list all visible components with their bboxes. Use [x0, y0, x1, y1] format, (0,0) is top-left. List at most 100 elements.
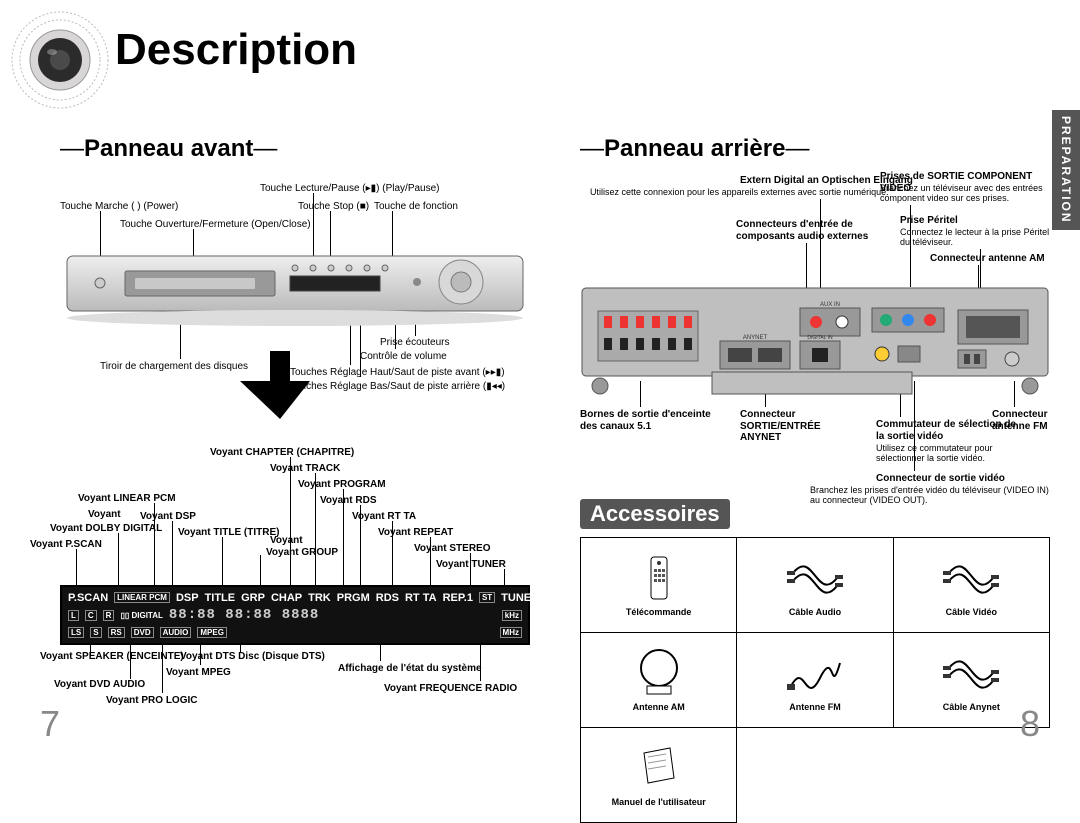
front-lbl-playpause: Touche Lecture/Pause (▸▮) (Play/Pause) — [260, 183, 440, 195]
leader — [480, 645, 481, 681]
leader — [910, 205, 911, 287]
leader — [240, 645, 241, 653]
rear-lbl-vid-d: Branchez les prises d'entrée vidéo du té… — [810, 485, 1050, 506]
accessory-label: Câble Anynet — [943, 702, 1000, 712]
disp-pscan: P.SCAN — [68, 592, 108, 604]
rear-lbl-vid-t: Connecteur de sortie vidéo — [876, 473, 1005, 485]
rear-lbl-anynet: Connecteur SORTIE/ENTRÉE ANYNET — [740, 409, 840, 444]
disp-lbl-dvdaudio: Voyant DVD AUDIO — [54, 679, 145, 691]
leader — [980, 249, 981, 289]
page-title: Description — [115, 25, 357, 75]
rear-device-diagram: ANYNET AUX IN DIGITAL IN — [580, 286, 1050, 406]
disp-rs: RS — [108, 627, 125, 638]
page-number-left: 7 — [40, 703, 60, 745]
disp-lbl-freq: Voyant FREQUENCE RADIO — [384, 683, 517, 695]
remote-icon — [629, 553, 689, 603]
disp-lbl-pscan: Voyant P.SCAN — [30, 539, 102, 551]
disp-lbl-chapter: Voyant CHAPTER (CHAPITRE) — [210, 447, 354, 459]
rear-lbl-comp-d: Branchez un téléviseur avec des entrées … — [880, 183, 1050, 204]
disp-prgm: PRGM — [337, 592, 370, 604]
disp-lbl-dolby: Voyant DOLBY DIGITAL — [50, 523, 162, 535]
disp-lbl-stereo: Voyant STEREO — [414, 543, 491, 555]
rear-lbl-spk: Bornes de sortie d'enceinte des canaux 5… — [580, 409, 720, 432]
disp-lbl-rds: Voyant RDS — [320, 495, 377, 507]
front-lbl-skipback: Touches Réglage Bas/Saut de piste arrièr… — [290, 381, 505, 393]
disp-title: TITLE — [205, 592, 236, 604]
disp-rep: REP.1 — [443, 592, 473, 604]
rear-lbl-scart-t: Prise Péritel — [900, 215, 958, 227]
book-icon — [629, 743, 689, 793]
disp-lbl-rtta: Voyant RT TA — [352, 511, 416, 523]
leader — [343, 489, 344, 585]
disp-dsp: DSP — [176, 592, 199, 604]
speaker-icon — [10, 10, 110, 110]
disp-mhz: MHz — [500, 627, 522, 638]
accessory-cable: Câble Audio — [737, 538, 893, 633]
accessory-cable: Câble Vidéo — [894, 538, 1050, 633]
front-panel-area: Touche Marche ( ) (Power) Touche Ouvertu… — [60, 171, 530, 431]
side-tab: PREPARATION — [1052, 110, 1080, 230]
leader — [504, 569, 505, 585]
leader — [360, 505, 361, 585]
front-lbl-power: Touche Marche ( ) (Power) — [60, 201, 178, 213]
disp-trk: TRK — [308, 592, 331, 604]
accessory-book: Manuel de l'utilisateur — [581, 728, 737, 823]
disp-lbl-dsp: Voyant DSP — [140, 511, 196, 523]
accessory-label: Câble Vidéo — [946, 607, 997, 617]
accessory-label: Télécommande — [626, 607, 692, 617]
leader — [154, 503, 155, 585]
leader — [380, 645, 381, 661]
disp-lbl-program: Voyant PROGRAM — [298, 479, 386, 491]
display-row-3: LS S RS DVD AUDIO MPEG MHz — [68, 627, 522, 638]
right-column: Panneau arrière Extern Digital an Optisc… — [580, 135, 1050, 823]
rear-lbl-sel-d: Utilisez ce commutateur pour sélectionne… — [876, 443, 1016, 464]
disp-mpeg: MPEG — [197, 627, 227, 638]
front-device-diagram — [65, 246, 525, 331]
disp-r: R — [103, 610, 115, 621]
disp-lbl-mpeg: Voyant MPEG — [166, 667, 231, 679]
disp-lbl-prologic: Voyant PRO LOGIC — [106, 695, 198, 707]
rear-lbl-aux: Connecteurs d'entrée de composants audio… — [736, 219, 876, 242]
fm-icon — [785, 648, 845, 698]
disp-digital: DIGITAL — [131, 611, 162, 620]
accessories-heading: Accessoires — [580, 499, 730, 529]
disp-lbl-track: Voyant TRACK — [270, 463, 340, 475]
leader — [430, 537, 431, 585]
display-row-1: P.SCAN LINEAR PCM DSP TITLE GRP CHAP TRK… — [68, 592, 522, 604]
disp-segments: 88:88 88:88 8888 — [169, 607, 496, 623]
accessories-grid: Télécommande Câble Audio Câble Vidéo Antenn… — [580, 537, 1050, 823]
front-lbl-phones: Prise écouteurs — [380, 337, 449, 349]
rear-lbl-sel-t: Commutateur de sélection de la sortie vi… — [876, 419, 1026, 442]
page-number-right: 8 — [1020, 703, 1040, 745]
accessory-label: Câble Audio — [789, 607, 841, 617]
accessory-label: Antenne FM — [789, 702, 841, 712]
am-icon — [629, 648, 689, 698]
disp-grp: GRP — [241, 592, 265, 604]
front-lbl-openclose: Touche Ouverture/Fermeture (Open/Close) — [120, 219, 311, 231]
disp-lbl-system: Affichage de l'état du système — [338, 663, 482, 675]
rear-panel-area: Extern Digital an Optischen Eingang Util… — [580, 171, 1050, 491]
leader — [806, 243, 807, 291]
disp-lbl-linearpcm: Voyant LINEAR PCM — [78, 493, 176, 505]
cable-icon — [941, 553, 1001, 603]
disp-ls: LS — [68, 627, 84, 638]
leader — [260, 555, 261, 585]
leader — [162, 645, 163, 693]
disp-l: L — [68, 610, 79, 621]
display-row-2: L C R ▯▯ DIGITAL 88:88 88:88 8888 kHz — [68, 607, 522, 623]
disp-rds: RDS — [376, 592, 399, 604]
leader — [470, 553, 471, 585]
svg-text:ANYNET: ANYNET — [743, 335, 768, 341]
leader — [130, 645, 131, 679]
rear-lbl-amant: Connecteur antenne AM — [930, 253, 1045, 265]
disp-st: ST — [479, 592, 495, 603]
svg-text:AUX IN: AUX IN — [820, 302, 840, 308]
disp-khz: kHz — [502, 610, 522, 621]
disp-rtta: RT TA — [405, 592, 437, 604]
disp-tuned: TUNED — [501, 592, 539, 604]
accessory-label: Manuel de l'utilisateur — [612, 797, 706, 807]
disp-lbl-group: Voyant GROUP — [266, 547, 338, 559]
disp-lbl-dts: Voyant DTS Disc (Disque DTS) — [180, 651, 325, 663]
leader — [290, 457, 291, 585]
leader — [392, 521, 393, 585]
